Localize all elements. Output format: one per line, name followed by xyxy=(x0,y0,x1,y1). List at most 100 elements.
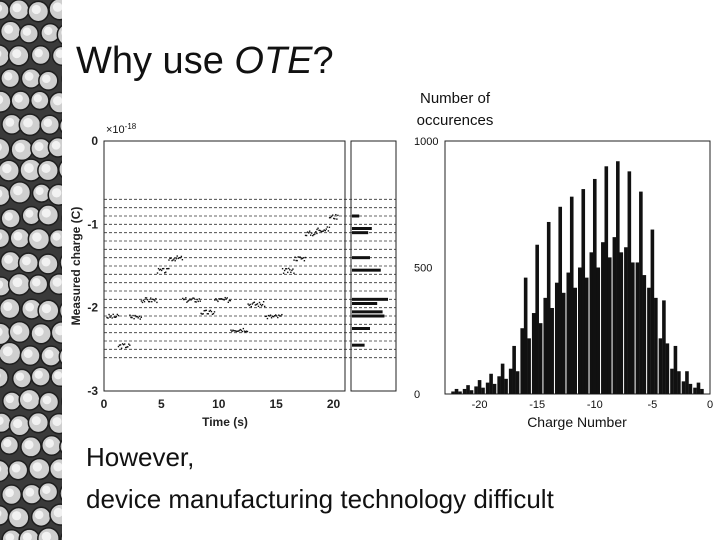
data-point xyxy=(117,314,120,317)
histogram-bar xyxy=(642,275,647,394)
data-point xyxy=(283,269,286,272)
charge-data-points xyxy=(106,213,339,349)
data-point xyxy=(325,228,328,230)
histogram-bar xyxy=(569,196,574,394)
histogram-bar xyxy=(639,191,643,394)
histogram-bar xyxy=(654,297,658,394)
data-point xyxy=(181,258,184,261)
bead-highlight xyxy=(13,185,23,196)
data-point xyxy=(321,230,323,233)
histogram-bar xyxy=(658,338,663,394)
data-point xyxy=(319,229,321,232)
data-point xyxy=(165,271,167,273)
data-point xyxy=(212,312,215,315)
histogram-bar xyxy=(581,189,586,394)
data-point xyxy=(143,300,146,303)
histogram-bar xyxy=(650,229,655,394)
bead-highlight xyxy=(25,487,35,497)
data-point xyxy=(312,234,314,237)
bead-highlight xyxy=(4,24,14,34)
data-point xyxy=(201,313,203,315)
data-point xyxy=(256,303,259,305)
data-point xyxy=(187,300,189,302)
data-point xyxy=(273,315,276,317)
data-point xyxy=(237,330,239,332)
data-point xyxy=(299,256,301,258)
data-point xyxy=(140,300,143,302)
data-point xyxy=(281,267,284,270)
data-point xyxy=(297,256,299,258)
data-point xyxy=(184,298,186,301)
data-point xyxy=(323,229,325,231)
bead-highlight xyxy=(22,532,32,540)
data-point xyxy=(177,257,179,260)
data-point xyxy=(296,259,298,262)
bead-highlight xyxy=(53,462,62,472)
data-point xyxy=(133,317,135,320)
data-point xyxy=(267,314,270,317)
data-point xyxy=(171,259,173,262)
histogram-bar xyxy=(631,262,635,394)
histogram-bar xyxy=(589,252,594,394)
data-point xyxy=(176,255,178,257)
data-point xyxy=(186,301,188,303)
bead-highlight xyxy=(25,209,34,218)
histogram-bar xyxy=(512,345,516,394)
histogram-bar xyxy=(561,292,566,394)
data-point xyxy=(204,309,206,312)
data-point xyxy=(240,329,242,332)
bead-highlight xyxy=(32,232,42,242)
bead-highlight xyxy=(51,188,62,198)
histogram-bar xyxy=(604,166,609,394)
data-point xyxy=(134,314,136,317)
data-point xyxy=(206,313,208,315)
data-point xyxy=(295,259,297,262)
charge-tick-label: -2 xyxy=(87,301,98,315)
data-point xyxy=(148,300,151,303)
data-point xyxy=(127,346,129,348)
histogram-bar xyxy=(573,287,577,394)
bead-highlight xyxy=(0,232,3,241)
data-point xyxy=(262,301,265,303)
data-point xyxy=(223,299,225,301)
histogram-bar xyxy=(596,267,601,394)
histogram-bar xyxy=(500,363,505,394)
data-point xyxy=(231,330,233,332)
data-point xyxy=(112,313,114,316)
data-point xyxy=(168,267,170,270)
data-point xyxy=(138,315,140,318)
histogram-bar xyxy=(520,328,524,394)
time-axis-label: Time (s) xyxy=(202,415,248,429)
data-point xyxy=(327,230,330,232)
data-point xyxy=(229,299,232,302)
data-point xyxy=(207,313,210,315)
data-point xyxy=(287,271,289,274)
histogram-bar xyxy=(550,307,554,394)
bead-highlight xyxy=(14,94,23,103)
bead-highlight xyxy=(22,27,32,36)
histogram-x-ticks: -20 -15 -10 -5 0 xyxy=(472,399,713,411)
data-point xyxy=(197,300,199,303)
histogram-bar xyxy=(662,300,666,394)
occurrence-tick-label: 1000 xyxy=(414,136,438,148)
data-point xyxy=(259,303,262,306)
data-point xyxy=(150,297,152,299)
bead-highlight xyxy=(0,416,4,426)
data-point xyxy=(139,318,141,320)
histogram-bar xyxy=(554,282,559,394)
bead-highlight xyxy=(24,72,34,81)
data-point xyxy=(336,218,338,220)
data-point xyxy=(314,233,316,235)
histogram-bar xyxy=(477,380,482,394)
histogram-bar xyxy=(515,371,520,394)
bead-highlight xyxy=(31,4,41,15)
data-point xyxy=(193,297,195,300)
data-point xyxy=(170,257,172,259)
time-tick-label: 15 xyxy=(269,397,283,411)
histogram-bar xyxy=(538,323,543,394)
data-point xyxy=(158,269,161,271)
bead-highlight xyxy=(0,95,4,105)
histogram-bar xyxy=(527,338,531,394)
occurrence-tick-label: 0 xyxy=(414,389,420,401)
